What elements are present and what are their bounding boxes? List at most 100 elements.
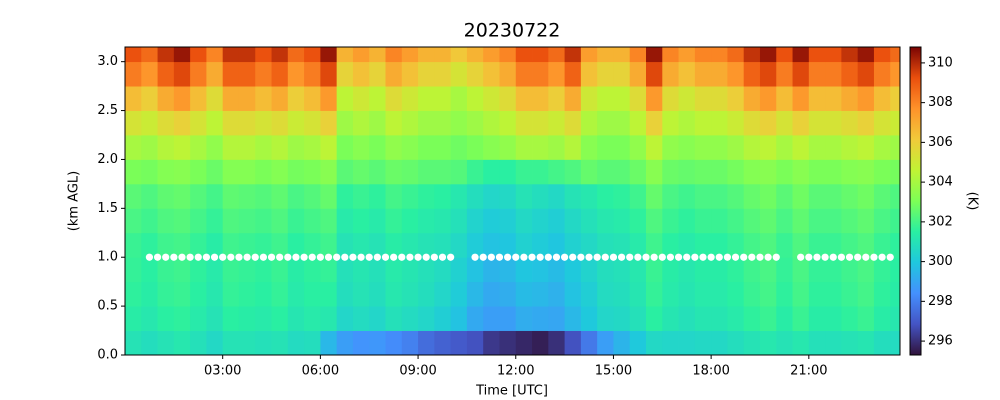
marker-dot bbox=[292, 253, 300, 261]
heatmap-cell bbox=[646, 208, 663, 234]
heatmap-cell bbox=[320, 135, 338, 160]
heatmap-cell bbox=[711, 135, 728, 160]
heatmap-cell bbox=[548, 61, 566, 87]
heatmap-cell bbox=[515, 61, 533, 87]
heatmap-cell bbox=[238, 183, 256, 209]
marker-dot bbox=[438, 253, 447, 261]
heatmap-cell bbox=[238, 257, 256, 283]
marker-dot bbox=[544, 253, 552, 261]
heatmap-cell bbox=[646, 281, 663, 307]
heatmap-cell bbox=[727, 257, 745, 283]
heatmap-cell bbox=[727, 306, 745, 331]
heatmap-cell bbox=[711, 257, 728, 283]
marker-dot bbox=[715, 253, 723, 261]
heatmap-cell bbox=[597, 306, 614, 331]
heatmap-cell bbox=[857, 47, 875, 63]
heatmap-cell bbox=[352, 281, 370, 307]
heatmap-cell bbox=[499, 208, 517, 234]
heatmap-cell bbox=[173, 257, 191, 283]
heatmap-cell bbox=[857, 281, 875, 307]
heatmap-cell bbox=[336, 306, 354, 331]
heatmap-cell bbox=[418, 86, 435, 111]
heatmap-cell bbox=[173, 330, 191, 356]
heatmap-cell bbox=[255, 47, 272, 63]
heatmap-cell bbox=[141, 306, 158, 331]
heatmap-cell bbox=[759, 159, 777, 185]
heatmap-cell bbox=[515, 330, 533, 356]
heatmap-cell bbox=[499, 183, 517, 209]
heatmap-cell bbox=[776, 159, 793, 185]
heatmap-cell bbox=[157, 110, 175, 136]
heatmap-cell bbox=[401, 330, 419, 356]
heatmap-cell bbox=[711, 330, 728, 356]
heatmap-cell bbox=[385, 159, 403, 185]
heatmap-cell bbox=[564, 135, 582, 160]
heatmap-cell bbox=[646, 330, 663, 356]
heatmap-cell bbox=[515, 208, 533, 234]
heatmap-cell bbox=[157, 135, 175, 160]
heatmap-cell bbox=[401, 61, 419, 87]
heatmap-cell bbox=[580, 208, 598, 234]
heatmap-cell bbox=[548, 183, 566, 209]
heatmap-cell bbox=[808, 47, 826, 63]
x-tick-label: 21:00 bbox=[790, 364, 827, 379]
heatmap-cell bbox=[825, 61, 842, 87]
heatmap-cell bbox=[597, 86, 614, 111]
marker-dot bbox=[145, 253, 154, 261]
heatmap-cell bbox=[841, 330, 859, 356]
marker-dot bbox=[153, 253, 162, 261]
marker-dot bbox=[186, 253, 194, 261]
heatmap-cell bbox=[597, 232, 614, 258]
heatmap-cell bbox=[255, 330, 272, 356]
heatmap-cell bbox=[401, 306, 419, 331]
heatmap-cell bbox=[841, 281, 859, 307]
marker-dot bbox=[219, 253, 227, 261]
heatmap-cell bbox=[776, 208, 793, 234]
heatmap-cell bbox=[727, 47, 745, 63]
heatmap-cell bbox=[613, 159, 631, 185]
heatmap-cell bbox=[532, 232, 549, 258]
heatmap-cell bbox=[629, 110, 647, 136]
marker-dot bbox=[528, 253, 536, 261]
heatmap-cell bbox=[352, 183, 370, 209]
heatmap-cell bbox=[857, 208, 875, 234]
heatmap-cell bbox=[548, 159, 566, 185]
heatmap-cell bbox=[890, 232, 901, 258]
heatmap-cell bbox=[141, 135, 158, 160]
heatmap-cell bbox=[515, 135, 533, 160]
heatmap-cell bbox=[808, 135, 826, 160]
heatmap-cell bbox=[743, 208, 761, 234]
marker-dot bbox=[251, 253, 259, 261]
heatmap-cell bbox=[711, 86, 728, 111]
marker-dot bbox=[471, 253, 479, 261]
heatmap-cell bbox=[271, 330, 289, 356]
heatmap-cell bbox=[580, 135, 598, 160]
heatmap-cell bbox=[759, 257, 777, 283]
heatmap-cell bbox=[304, 208, 321, 234]
heatmap-cell bbox=[418, 159, 435, 185]
heatmap-cell bbox=[125, 110, 142, 136]
marker-dot bbox=[406, 253, 414, 261]
heatmap-cell bbox=[711, 183, 728, 209]
heatmap-cell bbox=[759, 208, 777, 234]
heatmap-cell bbox=[532, 86, 549, 111]
heatmap-cell bbox=[743, 86, 761, 111]
marker-dot bbox=[357, 253, 365, 261]
heatmap-cell bbox=[841, 86, 859, 111]
heatmap-cell bbox=[271, 208, 289, 234]
heatmap-cell bbox=[434, 232, 452, 258]
heatmap-cell bbox=[466, 61, 484, 87]
heatmap-cell bbox=[271, 135, 289, 160]
heatmap-cell bbox=[352, 232, 370, 258]
marker-dot bbox=[512, 253, 520, 261]
heatmap-cell bbox=[206, 257, 224, 283]
heatmap-cell bbox=[890, 110, 901, 136]
heatmap-cell bbox=[450, 183, 468, 209]
heatmap-cell bbox=[483, 47, 500, 63]
marker-dot bbox=[341, 253, 349, 261]
heatmap-cell bbox=[271, 110, 289, 136]
marker-dot bbox=[609, 253, 618, 261]
heatmap-cell bbox=[369, 183, 386, 209]
chart-title: 20230722 bbox=[464, 20, 561, 42]
heatmap-cell bbox=[646, 61, 663, 87]
